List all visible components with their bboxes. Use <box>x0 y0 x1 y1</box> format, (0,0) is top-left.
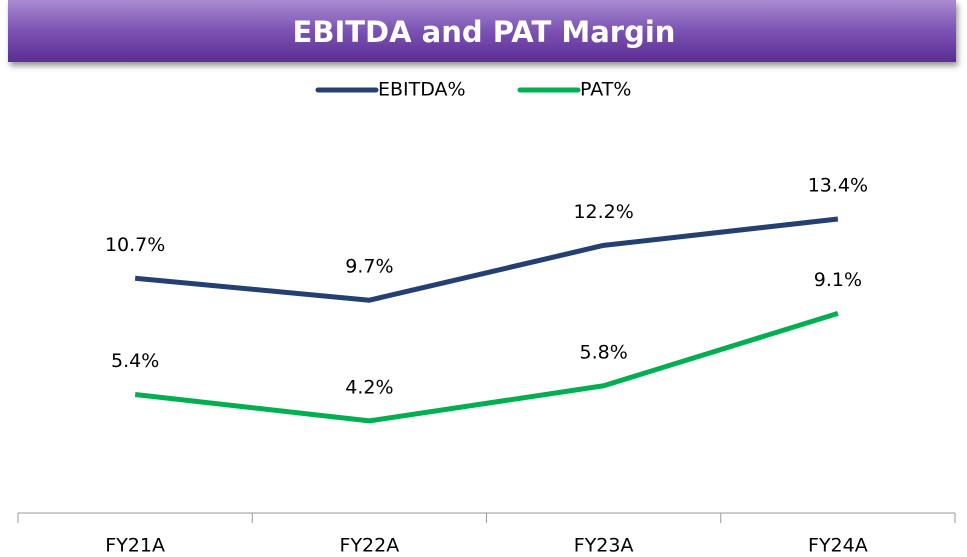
x-tick-label: FY22A <box>340 535 400 557</box>
title-banner <box>8 0 956 62</box>
x-tick-label: FY21A <box>105 535 165 557</box>
legend-label: EBITDA% <box>378 79 466 101</box>
data-label: 12.2% <box>573 201 633 223</box>
chart-title: EBITDA and PAT Margin <box>293 15 676 49</box>
data-label: 9.7% <box>345 256 393 278</box>
data-label: 9.1% <box>814 269 862 291</box>
data-label: 5.8% <box>579 341 627 363</box>
x-tick-label: FY23A <box>574 535 634 557</box>
series-line <box>134 310 839 424</box>
data-label: 5.4% <box>111 350 159 372</box>
x-tick-label: FY24A <box>808 535 868 557</box>
legend-label: PAT% <box>580 79 631 101</box>
series-line <box>134 216 839 303</box>
data-label: 13.4% <box>808 175 868 197</box>
data-label: 10.7% <box>105 234 165 256</box>
data-label: 4.2% <box>345 376 393 398</box>
